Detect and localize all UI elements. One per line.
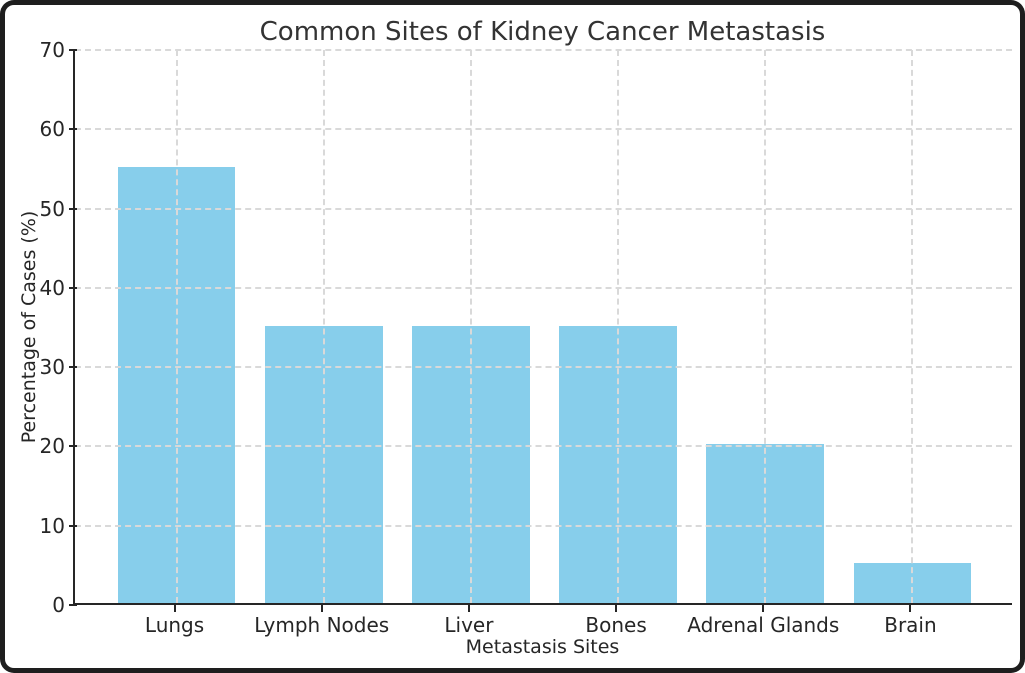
x-tick-mark-liver: [467, 605, 470, 612]
vgridline-brain: [911, 50, 914, 603]
x-tick-mark-lymph-nodes: [320, 605, 323, 612]
y-tick-label-0: 0: [52, 593, 65, 617]
y-tick-mark-30: [69, 366, 77, 369]
y-axis-label: Percentage of Cases (%): [18, 210, 40, 444]
chart-title: Common Sites of Kidney Cancer Metastasis: [259, 17, 826, 47]
y-tick-mark-40: [69, 286, 77, 289]
x-axis-label: Metastasis Sites: [465, 636, 620, 658]
y-tick-label-50: 50: [39, 196, 65, 221]
y-tick-mark-20: [69, 445, 77, 448]
hgridline-70: [75, 49, 1012, 51]
hgridline-20: [75, 445, 1012, 448]
x-tick-label-brain: Brain: [884, 613, 937, 637]
x-tick-label-liver: Liver: [444, 613, 494, 637]
hgridline-10: [75, 524, 1012, 527]
x-tick-label-adrenal-glands: Adrenal Glands: [687, 613, 840, 637]
y-tick-label-20: 20: [39, 434, 65, 459]
chart-canvas: Common Sites of Kidney Cancer Metastasis…: [5, 5, 1020, 668]
vgridline-adrenal-glands: [764, 50, 767, 603]
plot-area: [73, 49, 1012, 605]
y-tick-label-40: 40: [39, 275, 65, 300]
hgridline-40: [75, 286, 1012, 289]
vgridline-lymph-nodes: [322, 50, 325, 603]
x-tick-label-bones: Bones: [585, 613, 647, 637]
x-tick-label-lymph-nodes: Lymph Nodes: [254, 613, 390, 637]
hgridline-60: [75, 128, 1012, 131]
y-tick-label-60: 60: [39, 117, 65, 142]
vgridline-liver: [469, 50, 472, 603]
hgridline-30: [75, 366, 1012, 369]
y-tick-label-10: 10: [39, 513, 65, 538]
x-tick-mark-bones: [615, 605, 618, 612]
x-tick-label-lungs: Lungs: [144, 613, 205, 637]
y-tick-mark-70: [69, 49, 77, 51]
x-tick-mark-lungs: [173, 605, 176, 612]
x-tick-mark-adrenal-glands: [762, 605, 765, 612]
y-tick-mark-0: [69, 604, 77, 606]
hgridline-50: [75, 207, 1012, 210]
x-tick-mark-brain: [909, 605, 912, 612]
y-tick-mark-10: [69, 524, 77, 527]
y-tick-mark-60: [69, 128, 77, 131]
y-tick-label-30: 30: [39, 355, 65, 380]
y-tick-label-70: 70: [39, 38, 65, 62]
vgridline-bones: [617, 50, 620, 603]
vgridline-lungs: [175, 50, 178, 603]
y-tick-mark-50: [69, 207, 77, 210]
